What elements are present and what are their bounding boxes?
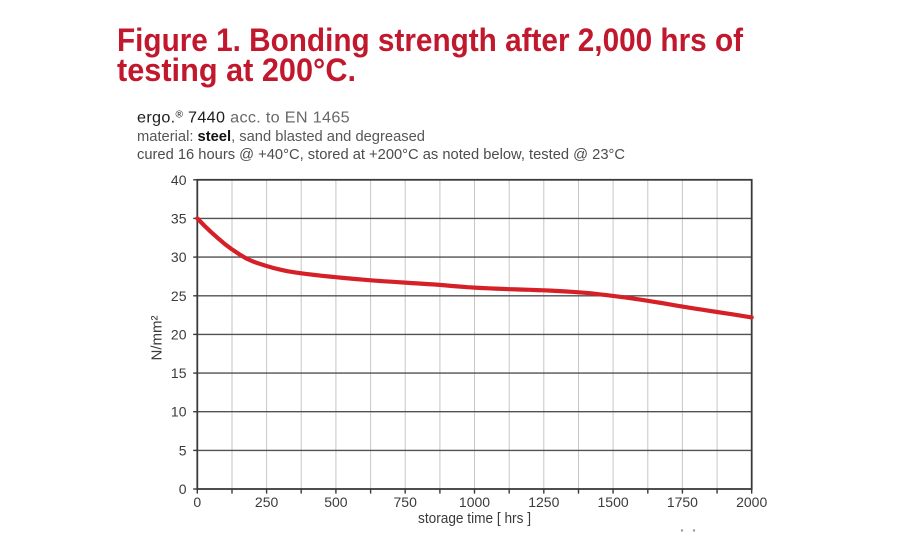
svg-text:0: 0 [193,494,201,510]
svg-text:1500: 1500 [598,494,629,510]
svg-text:15: 15 [171,365,187,381]
svg-text:N/mm²: N/mm² [149,316,166,361]
svg-text:storage time [ hrs ]: storage time [ hrs ] [418,510,531,527]
svg-text:40: 40 [171,172,187,188]
svg-text:5: 5 [179,442,187,458]
svg-text:500: 500 [324,494,348,510]
svg-text:750: 750 [394,494,418,510]
svg-text:10: 10 [171,404,187,420]
svg-text:1750: 1750 [667,494,698,510]
svg-text:ergo.® 7440 acc. to EN 1465: ergo.® 7440 acc. to EN 1465 [137,110,350,127]
svg-text:0: 0 [179,481,187,497]
svg-text:20: 20 [171,326,187,342]
svg-text:30: 30 [171,249,187,265]
svg-text:material: steel, sand blasted: material: steel, sand blasted and degrea… [137,128,425,145]
svg-text:25: 25 [171,288,187,304]
svg-text:1000: 1000 [459,494,490,510]
svg-text:Figure 1. Bonding strength aft: Figure 1. Bonding strength after 2,000 h… [117,22,743,58]
svg-text:1250: 1250 [528,494,559,510]
svg-text:250: 250 [255,494,279,510]
svg-text:35: 35 [171,210,187,226]
svg-text:testing at 200°C.: testing at 200°C. [117,52,356,88]
svg-text:cured 16 hours @ +40°C, stored: cured 16 hours @ +40°C, stored at +200°C… [137,146,625,163]
svg-text:2000: 2000 [736,494,767,510]
